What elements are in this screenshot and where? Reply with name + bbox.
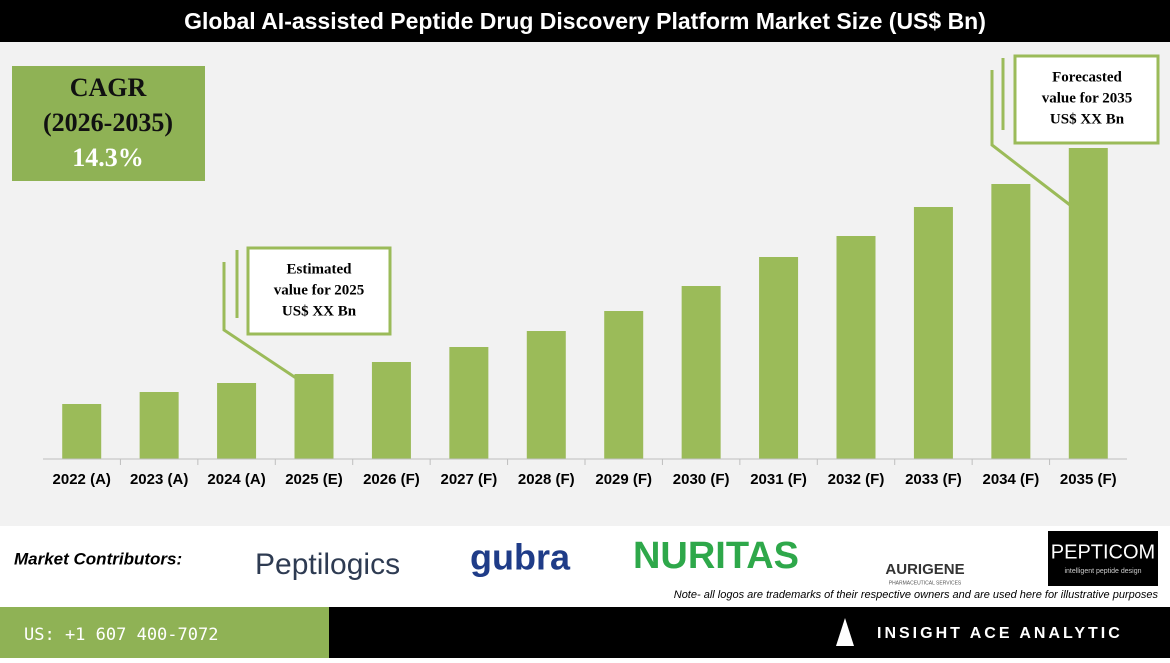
bar xyxy=(1068,148,1108,459)
bar xyxy=(913,207,953,459)
bar xyxy=(991,184,1031,459)
callout-text: Forecasted xyxy=(1052,69,1122,85)
logo: NURITAS xyxy=(633,535,799,577)
x-tick-label: 2035 (F) xyxy=(1060,471,1117,488)
callout-text: value for 2025 xyxy=(274,282,365,298)
logo-tagline: intelligent peptide design xyxy=(1064,568,1141,575)
bar xyxy=(836,236,876,459)
callout-line xyxy=(990,70,1071,207)
logo-tagline: PHARMACEUTICAL SERVICES xyxy=(889,580,962,586)
bar xyxy=(759,257,799,459)
brand: INSIGHT ACE ANALYTIC xyxy=(877,625,1123,642)
bar-chart: 2022 (A) 2023 (A) 2024 (A) 2025 (E) 2026 (F)… xyxy=(53,148,1117,488)
x-tick-label: 2028 (F) xyxy=(518,471,575,488)
bar xyxy=(294,374,334,459)
note: Note- all logos are trademarks of their … xyxy=(674,589,1159,601)
bar xyxy=(217,383,257,459)
callout-line xyxy=(222,262,297,380)
bar xyxy=(62,404,102,459)
callout-text: US$ XX Bn xyxy=(282,303,357,319)
bar xyxy=(139,392,179,459)
x-tick-label: 2034 (F) xyxy=(983,471,1040,488)
cagr-period: (2026-2035) xyxy=(43,108,173,137)
x-tick-label: 2030 (F) xyxy=(673,471,730,488)
callout-text: Estimated xyxy=(287,261,353,277)
callout-box xyxy=(1013,54,1160,145)
x-tick-label: 2033 (F) xyxy=(905,471,962,488)
x-tick-label: 2032 (F) xyxy=(828,471,885,488)
logo-background xyxy=(1048,531,1158,586)
bar xyxy=(449,347,489,459)
callout-lines xyxy=(222,58,1071,380)
logo: PEPTICOM xyxy=(1051,541,1155,563)
cagr-box xyxy=(12,66,205,181)
x-tick-label: 2025 (E) xyxy=(285,471,343,488)
callout-text: US$ XX Bn xyxy=(1050,111,1125,127)
brand-icon xyxy=(836,618,854,646)
x-tick-label: 2023 (A) xyxy=(130,471,188,488)
logo: AURIGENE xyxy=(885,561,964,578)
cagr-value: 14.3% xyxy=(72,143,144,172)
phone: US: +1 607 400-7072 xyxy=(24,625,218,645)
logo: gubra xyxy=(470,537,571,578)
bar xyxy=(681,286,721,459)
bar xyxy=(604,311,644,459)
x-tick-label: 2029 (F) xyxy=(595,471,652,488)
callout-box xyxy=(246,246,392,336)
x-tick-label: 2031 (F) xyxy=(750,471,807,488)
callout-text: value for 2035 xyxy=(1042,90,1133,106)
footer-left xyxy=(0,607,329,658)
bar xyxy=(526,331,566,459)
x-tick-label: 2027 (F) xyxy=(441,471,498,488)
logo: Peptilogics xyxy=(255,548,400,581)
cagr-label: CAGR xyxy=(70,73,147,102)
footer-right xyxy=(329,607,1170,658)
title-bar xyxy=(0,0,1170,42)
x-tick-label: 2022 (A) xyxy=(53,471,111,488)
x-tick-label: 2024 (A) xyxy=(207,471,265,488)
x-tick-label: 2026 (F) xyxy=(363,471,420,488)
contributors-label: Market Contributors: xyxy=(14,549,182,568)
bar xyxy=(371,362,411,459)
title: Global AI-assisted Peptide Drug Discover… xyxy=(184,8,986,34)
